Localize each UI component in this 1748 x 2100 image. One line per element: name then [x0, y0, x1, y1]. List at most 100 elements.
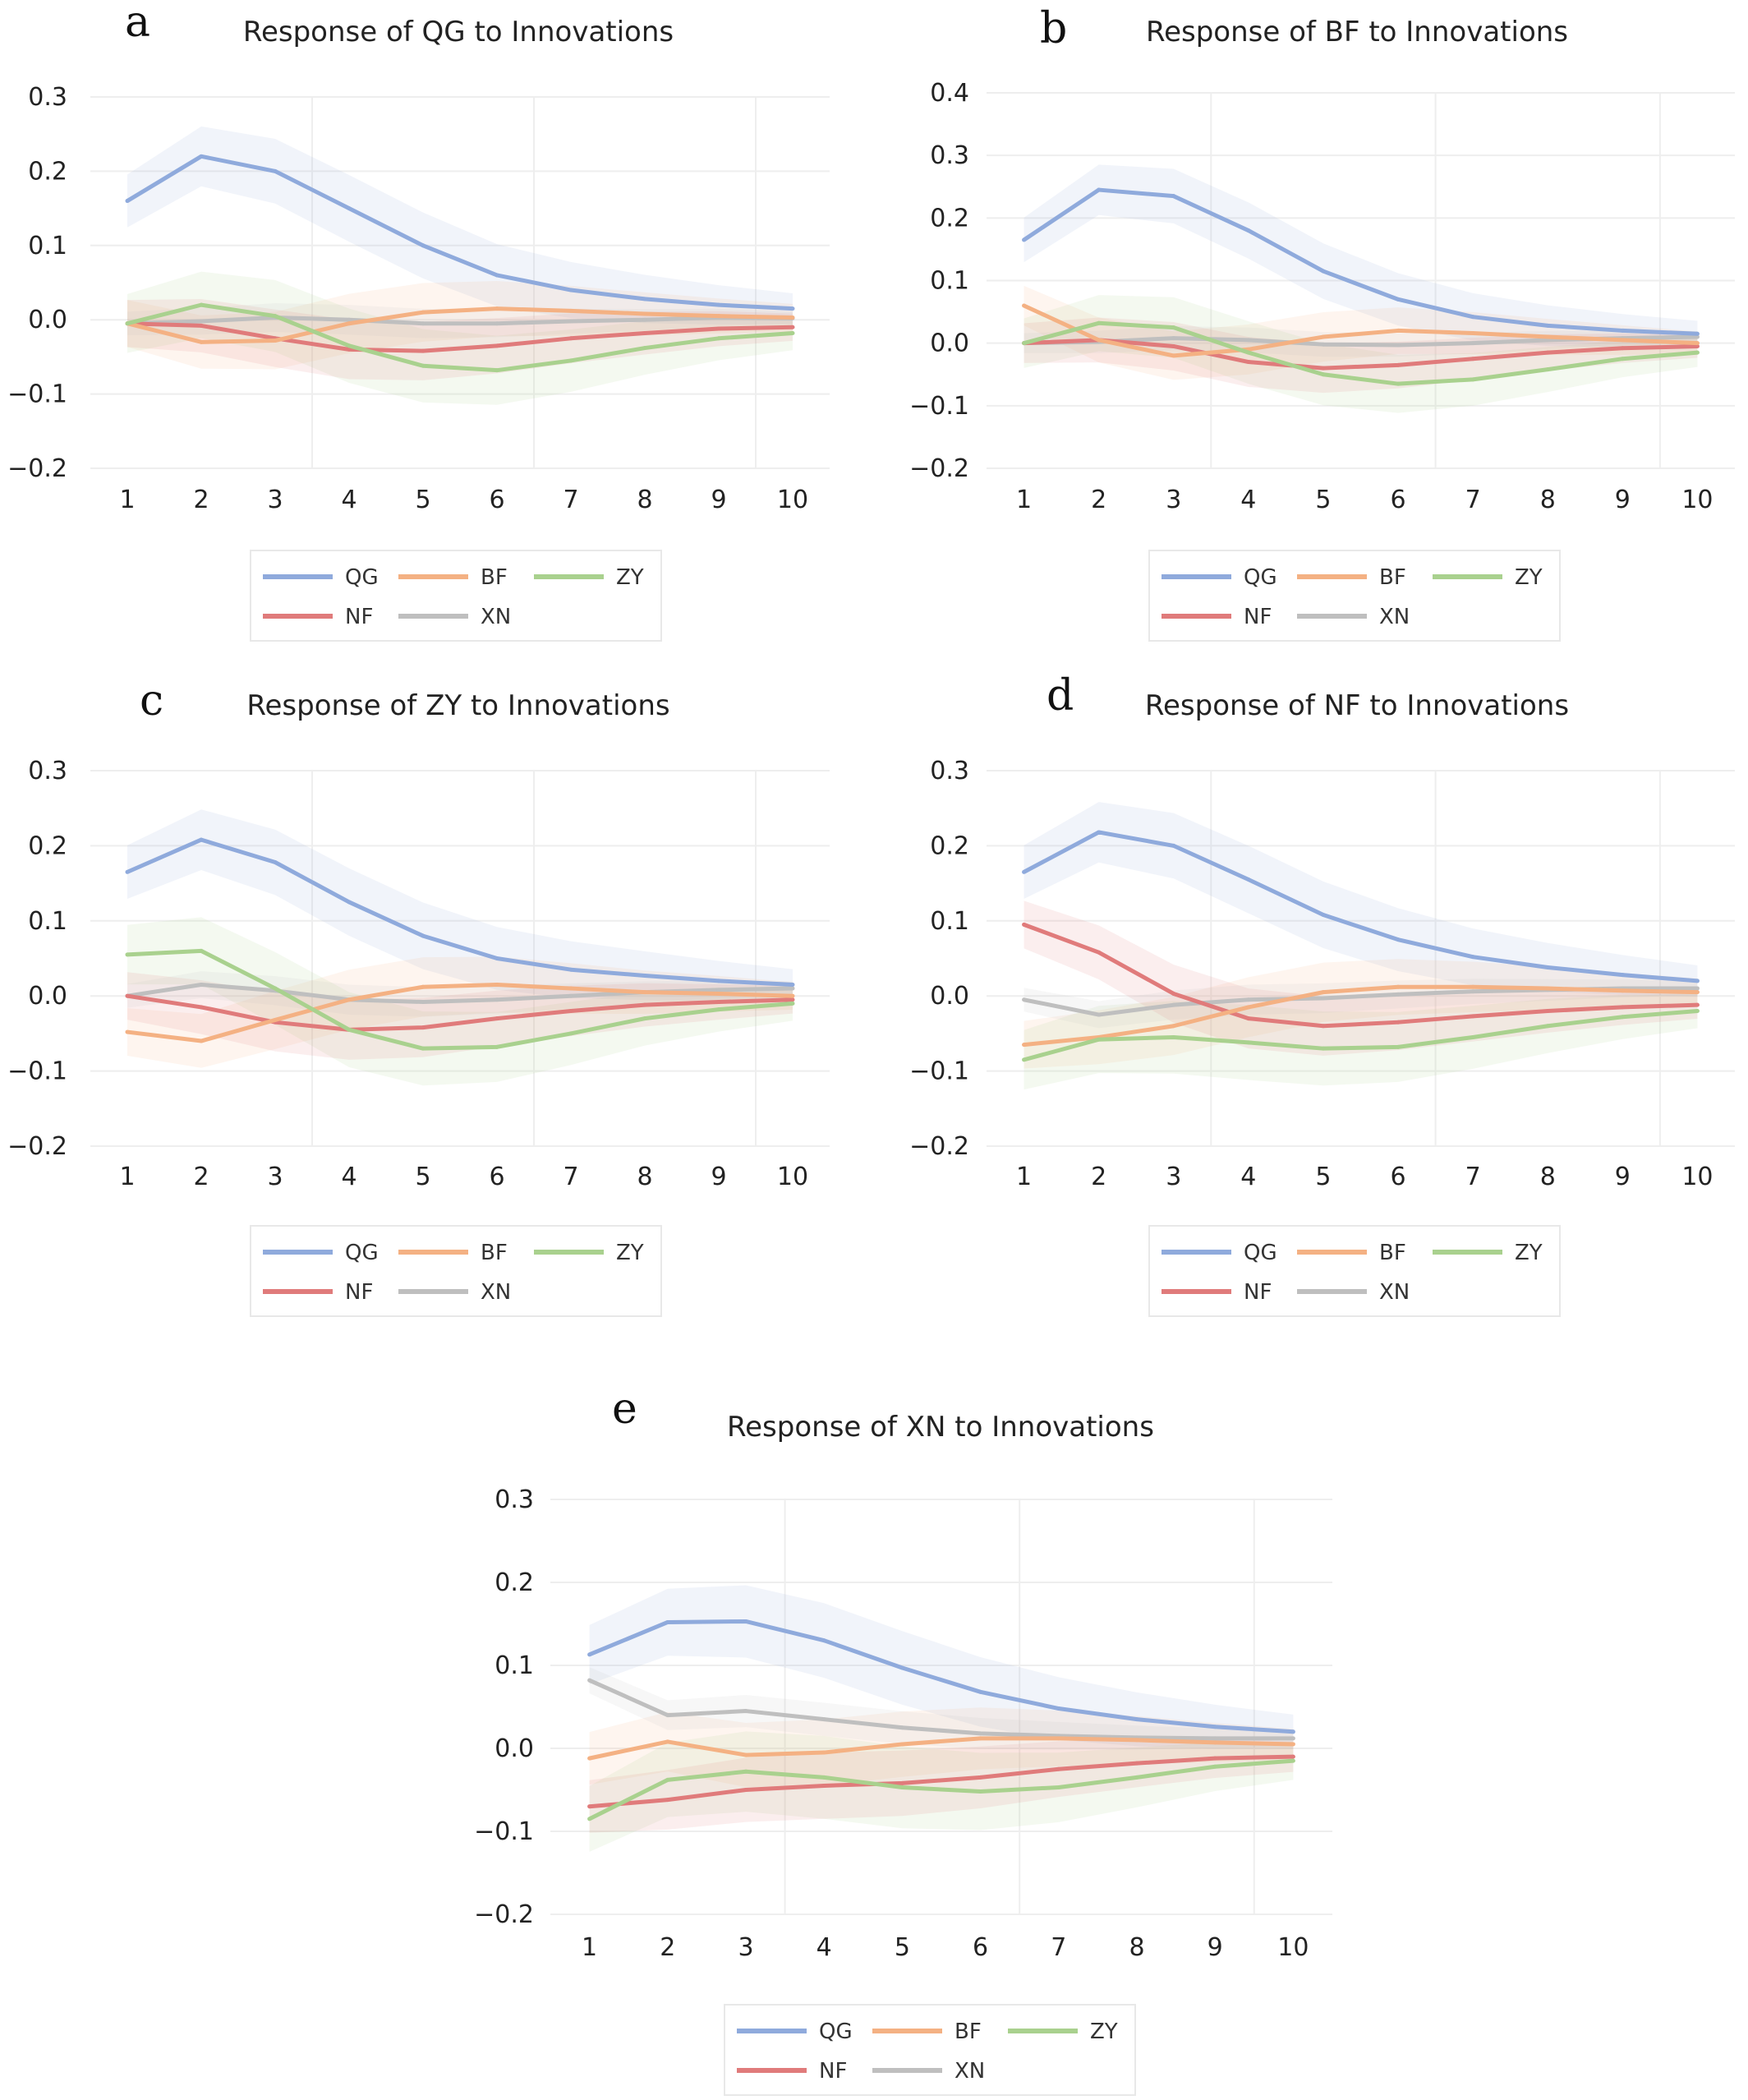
data-point-bf: [716, 991, 721, 996]
data-point-bf: [421, 984, 426, 989]
data-point-xn: [1321, 342, 1326, 347]
data-point-xn: [199, 982, 204, 987]
panel-a: a Response of QG to Innovations 0.3 0.2 0.…: [0, 0, 874, 674]
data-point-nf: [1097, 950, 1102, 955]
y-tick-label: 0.1: [494, 1651, 534, 1680]
data-point-bf: [1695, 990, 1700, 995]
band-xn: [127, 971, 793, 1017]
x-tick-label: 7: [1051, 1933, 1066, 1962]
y-tick-label: −0.1: [909, 392, 969, 421]
data-point-bf: [1396, 984, 1401, 989]
data-point-nf: [1695, 1002, 1700, 1007]
legend-label: BF: [1379, 1241, 1406, 1265]
panel-e: e Response of XN to Innovations 0.3 0.2 0.…: [394, 1380, 1354, 2100]
data-point-qg: [1134, 1717, 1139, 1722]
data-point-zy: [1321, 1046, 1326, 1051]
panel-c: c Response of ZY to Innovations 0.3 0.2 0.…: [0, 674, 874, 1347]
legend-box: [250, 1225, 662, 1317]
data-point-xn: [1246, 338, 1251, 343]
data-point-zy: [1545, 367, 1550, 372]
series-line-bf: [1024, 984, 1698, 1048]
data-point-nf: [1246, 360, 1251, 365]
data-point-bf: [1290, 1742, 1295, 1747]
legend-box: [1148, 550, 1561, 642]
legend-box: [724, 2004, 1136, 2096]
data-point-qg: [1695, 979, 1700, 983]
data-point-xn: [1022, 997, 1027, 1002]
series-line-zy: [126, 948, 794, 1051]
legend-item-xn: XN: [1297, 1280, 1410, 1305]
data-point-zy: [1620, 1015, 1625, 1020]
data-point-qg: [1097, 830, 1102, 835]
x-tick-label: 10: [1681, 1163, 1713, 1191]
series-line-nf: [126, 321, 794, 353]
data-point-bf: [743, 1752, 748, 1757]
data-point-bf: [125, 1029, 130, 1034]
data-point-bf: [1470, 330, 1475, 335]
legend-label: QG: [345, 565, 379, 590]
data-point-bf: [273, 338, 278, 343]
data-point-zy: [790, 1001, 795, 1006]
data-point-nf: [642, 1002, 647, 1007]
x-tick-label: 2: [193, 1163, 209, 1191]
data-point-xn: [978, 1731, 983, 1736]
data-point-xn: [1246, 997, 1251, 1002]
legend-item-nf: NF: [263, 1280, 373, 1305]
data-point-qg: [642, 297, 647, 302]
series-line-qg: [1023, 187, 1698, 336]
data-point-nf: [716, 326, 721, 331]
band-qg: [127, 126, 793, 325]
legend-item-zy: ZY: [1433, 565, 1543, 590]
y-tick-label: −0.1: [909, 1057, 969, 1086]
series-line-zy: [1023, 1008, 1698, 1062]
data-point-bf: [1695, 341, 1700, 346]
x-tick-label: 10: [777, 486, 808, 514]
data-point-qg: [421, 243, 426, 248]
band-zy: [127, 271, 793, 405]
x-tick-label: 2: [1091, 486, 1106, 514]
data-point-qg: [743, 1619, 748, 1623]
legend-label: ZY: [616, 1241, 644, 1265]
data-point-bf: [347, 321, 352, 326]
x-tick-label: 10: [777, 1163, 808, 1191]
data-point-nf: [494, 1016, 499, 1021]
data-point-bf: [1056, 1736, 1061, 1741]
data-point-nf: [568, 336, 573, 341]
data-point-qg: [716, 979, 721, 983]
data-point-zy: [642, 1016, 647, 1021]
legend-label: QG: [1244, 565, 1277, 590]
data-point-nf: [421, 1025, 426, 1030]
data-point-xn: [494, 321, 499, 326]
legend-label: BF: [481, 565, 508, 590]
series-line-bf: [126, 306, 794, 344]
series-line-zy: [1023, 320, 1698, 386]
data-point-nf: [421, 348, 426, 353]
data-point-zy: [1695, 1008, 1700, 1013]
chart-c: c Response of ZY to Innovations 0.3 0.2 0.…: [7, 676, 830, 1317]
data-point-qg: [1022, 237, 1027, 242]
band-xn: [589, 1667, 1294, 1750]
data-point-zy: [821, 1775, 826, 1780]
data-point-bf: [1545, 986, 1550, 991]
data-point-qg: [347, 206, 352, 211]
panel-label: c: [140, 676, 163, 725]
x-tick-label: 10: [1277, 1933, 1309, 1962]
y-tick-label: 0.1: [930, 267, 969, 296]
x-tick-label: 2: [660, 1933, 675, 1962]
data-point-bf: [587, 1756, 592, 1761]
data-point-xn: [1171, 336, 1176, 341]
legend-item-bf: BF: [1297, 1241, 1406, 1265]
data-point-bf: [1321, 334, 1326, 339]
x-tick-label: 5: [1315, 1163, 1331, 1191]
data-point-qg: [821, 1638, 826, 1643]
y-tick-label: −0.2: [474, 1900, 534, 1929]
data-point-bf: [1470, 984, 1475, 989]
data-point-qg: [665, 1619, 670, 1624]
band-zy: [127, 917, 793, 1086]
data-point-xn: [743, 1709, 748, 1714]
data-point-nf: [1470, 1014, 1475, 1019]
legend-item-xn: XN: [1297, 605, 1410, 629]
band-qg: [1024, 164, 1698, 348]
data-point-nf: [1396, 362, 1401, 367]
x-tick-label: 6: [1391, 486, 1406, 514]
